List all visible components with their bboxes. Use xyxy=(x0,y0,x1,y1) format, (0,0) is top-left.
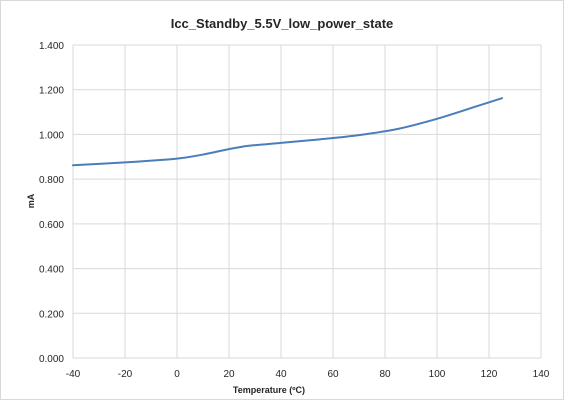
gridlines xyxy=(72,44,542,359)
y-tick-label: 1.000 xyxy=(39,130,64,141)
chart-title: Icc_Standby_5.5V_low_power_state xyxy=(171,16,394,31)
x-tick-label: 0 xyxy=(174,369,180,380)
y-tick-label: 0.000 xyxy=(39,354,64,365)
x-tick-label: -40 xyxy=(66,369,81,380)
x-tick-label: 60 xyxy=(327,369,339,380)
series-layer xyxy=(72,97,503,167)
y-tick-label: 0.400 xyxy=(39,265,64,276)
x-axis-label: Temperature (ºC) xyxy=(233,385,305,395)
x-tick-label: 140 xyxy=(533,369,550,380)
y-axis-label: mA xyxy=(26,193,36,208)
y-tick-label: 0.800 xyxy=(39,175,64,186)
series-line-0 xyxy=(72,97,503,167)
x-tick-label: 100 xyxy=(429,369,446,380)
y-tick-label: 1.200 xyxy=(39,86,64,97)
y-tick-labels: 0.000 0.200 0.400 0.600 0.800 1.000 1.200 1.400 xyxy=(39,41,64,365)
x-tick-label: -20 xyxy=(118,369,133,380)
x-tick-label: 120 xyxy=(481,369,498,380)
x-tick-labels: -40 -20 0 20 40 60 80 100 120 140 xyxy=(66,369,550,380)
x-tick-label: 80 xyxy=(379,369,391,380)
y-tick-label: 1.400 xyxy=(39,41,64,52)
y-tick-label: 0.200 xyxy=(39,309,64,320)
x-tick-label: 40 xyxy=(275,369,287,380)
y-tick-label: 0.600 xyxy=(39,220,64,231)
x-tick-label: 20 xyxy=(223,369,235,380)
